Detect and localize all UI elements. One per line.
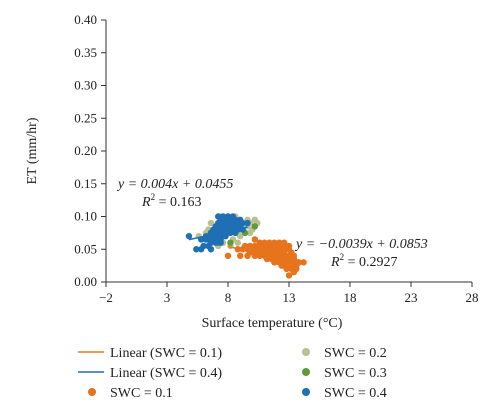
y-tick-label: 0.10 bbox=[74, 209, 97, 224]
legend-item-swc-0.3: SWC = 0.3 bbox=[302, 366, 387, 381]
x-tick-label: 18 bbox=[344, 290, 357, 305]
trendline-linear-swc-0.1- bbox=[227, 245, 304, 264]
point-swc-0.2 bbox=[237, 232, 244, 240]
x-tick-label: 8 bbox=[225, 290, 232, 305]
point-swc-0.3 bbox=[251, 223, 259, 230]
point-swc-0.4 bbox=[232, 229, 239, 237]
legend-label-linear-swc-0.4: Linear (SWC = 0.4) bbox=[110, 366, 222, 381]
point-swc-0.4 bbox=[244, 219, 251, 227]
y-axis-ticks: 0.00 0.05 0.10 0.15 0.20 0.25 0.30 0.35 0.40 bbox=[74, 12, 106, 289]
legend-item-swc-0.4: SWC = 0.4 bbox=[302, 386, 387, 401]
data-points bbox=[185, 213, 307, 279]
y-tick-label: 0.00 bbox=[74, 274, 97, 289]
point-swc-0.1 bbox=[278, 262, 285, 269]
point-swc-0.1 bbox=[283, 265, 290, 273]
point-swc-0.4 bbox=[185, 232, 193, 240]
x-tick-label: 28 bbox=[466, 290, 479, 305]
legend-label-swc-0.3: SWC = 0.3 bbox=[324, 366, 387, 381]
point-swc-0.4 bbox=[207, 246, 215, 253]
legend-swatch-swc-0.2 bbox=[302, 348, 310, 356]
point-swc-0.3 bbox=[227, 239, 234, 246]
point-swc-0.4 bbox=[222, 232, 229, 240]
y-tick-label: 0.30 bbox=[74, 78, 97, 93]
legend-label-swc-0.2: SWC = 0.2 bbox=[324, 346, 387, 361]
point-swc-0.2 bbox=[207, 219, 215, 227]
legend-item-swc-0.2: SWC = 0.2 bbox=[302, 346, 387, 361]
x-tick-label: −2 bbox=[99, 290, 113, 305]
point-swc-0.1 bbox=[224, 252, 232, 259]
legend-item-linear-swc-0.4: Linear (SWC = 0.4) bbox=[78, 366, 222, 381]
point-swc-0.2 bbox=[234, 239, 241, 246]
y-tick-label: 0.40 bbox=[74, 12, 97, 27]
x-axis-ticks: −2 3 8 13 18 23 28 bbox=[99, 282, 479, 305]
trend-lines bbox=[188, 226, 304, 264]
point-swc-0.1 bbox=[263, 255, 271, 263]
x-tick-label: 13 bbox=[283, 290, 296, 305]
legend-label-swc-0.4: SWC = 0.4 bbox=[324, 386, 387, 401]
y-tick-label: 0.25 bbox=[74, 110, 97, 125]
y-tick-label: 0.20 bbox=[74, 143, 97, 158]
point-swc-0.1 bbox=[251, 236, 259, 243]
y-axis-label: ET (mm/hr) bbox=[25, 117, 40, 184]
x-axis-label: Surface temperature (°C) bbox=[202, 316, 343, 331]
fit-equation-swc-0.4: y = 0.004x + 0.0455 bbox=[116, 177, 233, 192]
point-swc-0.4 bbox=[212, 239, 219, 246]
point-swc-0.1 bbox=[244, 252, 251, 259]
legend-swatch-swc-0.4 bbox=[302, 388, 310, 396]
legend: Linear (SWC = 0.1) SWC = 0.2 Linear (SWC… bbox=[78, 346, 387, 401]
point-swc-0.1 bbox=[251, 252, 259, 259]
y-tick-label: 0.35 bbox=[74, 45, 97, 60]
y-tick-label: 0.05 bbox=[74, 241, 97, 256]
point-swc-0.4 bbox=[217, 239, 224, 246]
fit-equation-swc-0.1: y = −0.0039x + 0.0853 bbox=[294, 237, 428, 252]
x-tick-label: 3 bbox=[164, 290, 171, 305]
point-swc-0.4 bbox=[202, 236, 210, 243]
legend-item-linear-swc-0.1: Linear (SWC = 0.1) bbox=[78, 346, 222, 361]
fit-r2-swc-0.1: R2 = 0.2927 bbox=[330, 252, 397, 270]
point-swc-0.4 bbox=[197, 246, 205, 253]
point-swc-0.1 bbox=[237, 252, 244, 259]
point-swc-0.1 bbox=[285, 272, 293, 279]
legend-label-linear-swc-0.1: Linear (SWC = 0.1) bbox=[110, 346, 222, 361]
x-tick-label: 23 bbox=[405, 290, 418, 305]
legend-swatch-swc-0.1 bbox=[88, 388, 96, 396]
point-swc-0.2 bbox=[246, 229, 254, 237]
point-swc-0.1 bbox=[290, 268, 298, 276]
legend-item-swc-0.1: SWC = 0.1 bbox=[88, 386, 173, 401]
legend-swatch-swc-0.3 bbox=[302, 368, 310, 376]
fit-r2-swc-0.4: R2 = 0.163 bbox=[141, 192, 201, 210]
legend-label-swc-0.1: SWC = 0.1 bbox=[110, 386, 173, 401]
trendline-linear-swc-0.4- bbox=[188, 226, 248, 241]
point-swc-0.4 bbox=[193, 246, 200, 253]
point-swc-0.1 bbox=[271, 259, 278, 266]
y-tick-label: 0.15 bbox=[74, 176, 97, 191]
